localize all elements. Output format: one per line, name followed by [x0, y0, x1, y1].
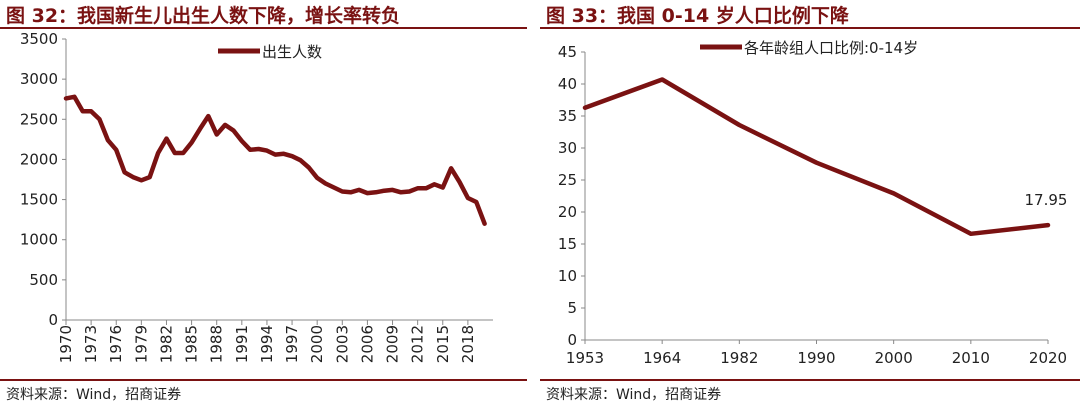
y-tick-label: 10 [558, 267, 577, 285]
x-tick-label: 1990 [797, 349, 835, 367]
y-tick-label: 30 [558, 139, 577, 157]
source-divider [0, 379, 527, 381]
y-tick-label: 0 [48, 311, 58, 329]
y-tick-label: 3500 [20, 30, 58, 48]
child-ratio-chart-panel: 图 33：我国 0-14 岁人口比例下降 0 5 10 15 20 25 30 35 40 45 1… [540, 0, 1080, 410]
x-tick-label: 1976 [107, 325, 125, 363]
x-tick-label: 1988 [208, 325, 226, 363]
source-divider [540, 379, 1080, 381]
x-tick-label: 1970 [57, 325, 75, 363]
y-tick-label: 2000 [20, 150, 58, 168]
y-tick-label: 25 [558, 171, 577, 189]
x-tick-label: 1994 [258, 325, 276, 363]
y-tick-label: 15 [558, 235, 577, 253]
x-tick-label: 2010 [952, 349, 990, 367]
x-tick-label: 2000 [308, 325, 326, 363]
x-tick-label: 1982 [157, 325, 175, 363]
legend-label: 出生人数 [262, 43, 322, 61]
x-tick-label: 2003 [333, 325, 351, 363]
chart-title: 图 32：我国新生儿出生人数下降，增长率转负 [6, 5, 401, 27]
x-tick-label: 1982 [720, 349, 758, 367]
child-ratio-line-chart: 0 5 10 15 20 25 30 35 40 45 1953 1964 1982 1990 2000 20… [558, 39, 1068, 367]
birth-chart-panel: 图 32：我国新生儿出生人数下降，增长率转负 0 500 1000 1500 2000 2… [0, 0, 527, 410]
x-tick-label: 2006 [358, 325, 376, 363]
x-tick-label: 1997 [283, 325, 301, 363]
y-tick-label: 500 [29, 271, 58, 289]
x-tick-label: 2000 [875, 349, 913, 367]
title-divider [0, 27, 527, 29]
x-tick-label: 1991 [233, 325, 251, 363]
x-tick-label: 2009 [384, 325, 402, 363]
y-tick-label: 35 [558, 107, 577, 125]
x-tick-label: 2018 [459, 325, 477, 363]
y-tick-label: 3000 [20, 70, 58, 88]
x-tick-label: 2015 [434, 325, 452, 363]
series-line-child-ratio [582, 77, 1051, 237]
x-tick-label: 2020 [1029, 349, 1067, 367]
y-tick-label: 2500 [20, 110, 58, 128]
y-tick-label: 1000 [20, 231, 58, 249]
x-tick-label: 2012 [409, 325, 427, 363]
chart-title: 图 33：我国 0-14 岁人口比例下降 [546, 5, 849, 27]
y-tick-label: 0 [567, 331, 577, 349]
source-note: 资料来源：Wind，招商证券 [546, 387, 722, 403]
x-tick-label: 1973 [82, 325, 100, 363]
x-tick-label: 1979 [132, 325, 150, 363]
data-label: 17.95 [1025, 191, 1068, 209]
x-tick-label: 1964 [643, 349, 681, 367]
source-note: 资料来源：Wind，招商证券 [6, 387, 182, 403]
title-divider [540, 27, 1080, 29]
birth-count-line-chart: 0 500 1000 1500 2000 2500 3000 3500 1970 1973 1976… [20, 30, 493, 363]
y-tick-label: 1500 [20, 191, 58, 209]
y-tick-label: 20 [558, 203, 577, 221]
legend-label: 各年龄组人口比例:0-14岁 [744, 39, 918, 57]
x-tick-label: 1953 [566, 349, 604, 367]
x-tick-label: 1985 [183, 325, 201, 363]
y-tick-label: 5 [567, 299, 577, 317]
y-tick-label: 40 [558, 75, 577, 93]
series-line-births [63, 94, 487, 226]
y-tick-label: 45 [558, 43, 577, 61]
